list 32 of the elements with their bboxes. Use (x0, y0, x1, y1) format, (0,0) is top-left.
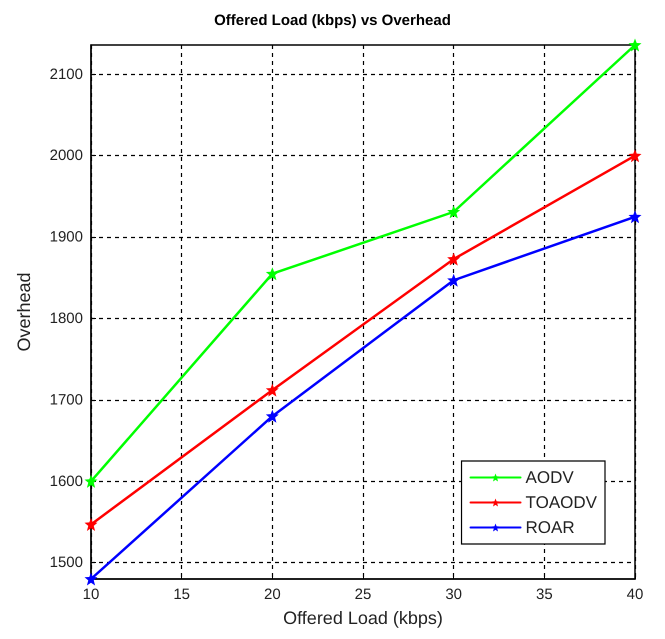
y-tick-label: 1700 (50, 391, 83, 408)
y-tick-label: 1800 (50, 310, 83, 328)
x-tick-label: 15 (173, 586, 190, 603)
point (84, 572, 98, 586)
point (266, 384, 279, 397)
y-tick-label: 2100 (50, 66, 83, 83)
x-tick-label: 20 (264, 586, 281, 603)
point (266, 410, 279, 423)
y-tick-label: 2000 (50, 147, 83, 164)
chart-title: Offered Load (kbps) vs Overhead (214, 12, 451, 29)
legend-label: AODV (526, 468, 574, 487)
x-tick-label: 25 (354, 586, 372, 603)
y-tick-label: 1900 (50, 228, 83, 246)
legend-label: ROAR (526, 518, 575, 537)
x-tick-label: 40 (626, 586, 644, 603)
point (266, 267, 279, 280)
point (447, 205, 460, 218)
point (447, 252, 460, 266)
y-axis-title: Overhead (14, 272, 34, 352)
point (84, 518, 98, 531)
point (628, 210, 642, 224)
point (628, 149, 642, 162)
legend-label: TOAODV (526, 493, 598, 512)
x-tick-label: 30 (445, 586, 462, 603)
x-axis-title: Offered Load (kbps) (283, 608, 443, 628)
point (447, 274, 460, 287)
point (628, 38, 642, 52)
x-tick-label: 35 (536, 586, 553, 603)
point (84, 474, 98, 488)
y-tick-label: 1500 (50, 554, 83, 572)
y-tick-label: 1600 (50, 472, 83, 490)
x-tick-label: 10 (82, 586, 100, 603)
